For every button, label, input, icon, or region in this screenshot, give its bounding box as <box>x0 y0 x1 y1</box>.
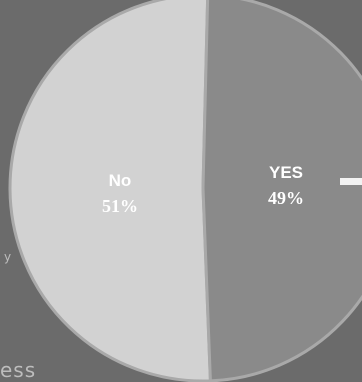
pie-slice-no-label: No <box>109 171 132 190</box>
cropped-edge-text: ess <box>0 358 37 382</box>
pie-slice-yes <box>201 0 362 382</box>
pie-slice-no <box>8 0 212 382</box>
edge-marker <box>340 178 362 185</box>
pie-slice-no-value-label: 51% <box>102 196 138 216</box>
pie-slice-yes-value-label: 49% <box>268 188 304 208</box>
cropped-side-text: y <box>4 250 12 264</box>
pie-slice-yes-label: YES <box>269 163 303 182</box>
